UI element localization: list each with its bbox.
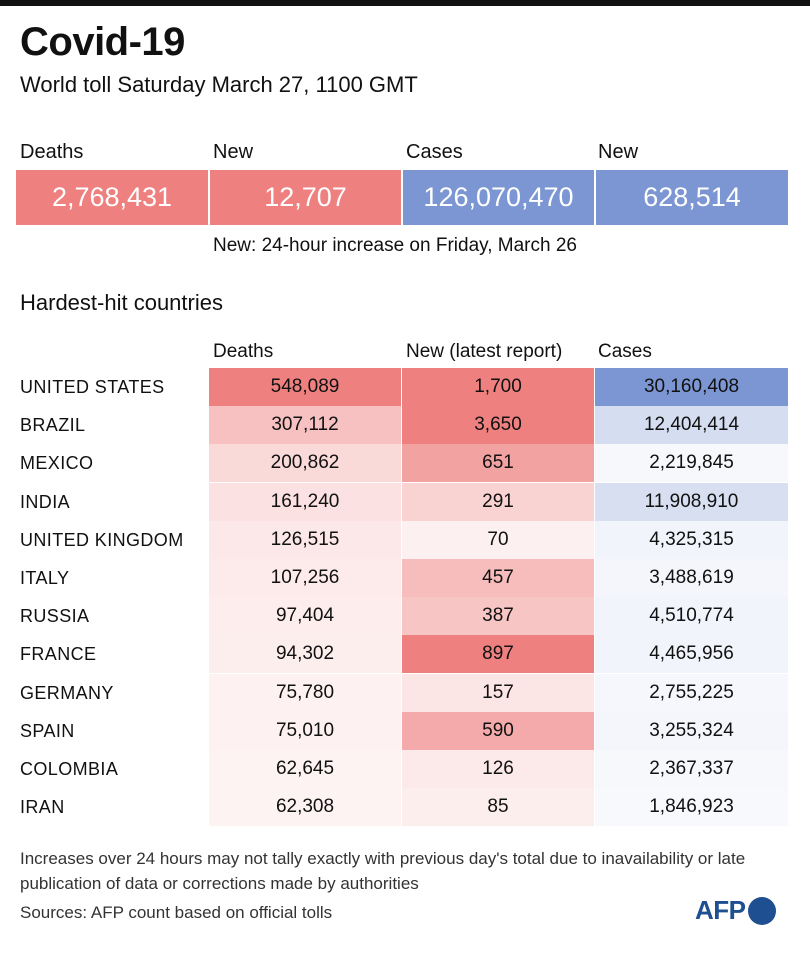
footnote: Increases over 24 hours may not tally ex… [20, 849, 746, 893]
cases-cell: 12,404,414 [595, 406, 788, 445]
afp-logo: AFP [695, 895, 776, 926]
deaths-total-box: 2,768,431 [16, 170, 208, 225]
new-cell: 590 [402, 711, 594, 750]
country-name: INDIA [20, 491, 71, 512]
sources-line: Sources: AFP count based on official tol… [20, 903, 333, 922]
cases-cell: 1,846,923 [595, 788, 788, 827]
deaths-cell: 161,240 [209, 482, 401, 521]
table-row: UNITED STATES 548,089 1,700 30,160,408 [0, 368, 810, 406]
country-name: GERMANY [20, 682, 114, 703]
new-deaths-box: 12,707 [210, 170, 401, 225]
table-row: MEXICO 200,862 651 2,219,845 [0, 444, 810, 483]
afp-logo-text: AFP [695, 895, 746, 925]
country-name: UNITED KINGDOM [20, 529, 184, 550]
deaths-cell: 97,404 [209, 597, 401, 636]
country-name: ITALY [20, 568, 70, 588]
new-cases-box: 628,514 [596, 170, 788, 225]
new-cell: 3,650 [402, 406, 594, 445]
page-title: Covid-19 [20, 20, 185, 64]
col-header-new: New (latest report) [406, 341, 563, 362]
new-cell: 70 [402, 520, 594, 559]
top-rule [0, 0, 810, 6]
afp-logo-dot-icon [747, 896, 776, 925]
new-cell: 457 [402, 559, 594, 597]
cases-total-box: 126,070,470 [403, 170, 594, 225]
deaths-cell: 107,256 [209, 559, 401, 597]
new-cell: 126 [402, 750, 594, 788]
cases-cell: 4,465,956 [595, 635, 788, 674]
deaths-cell: 126,515 [209, 520, 401, 559]
new-cell: 1,700 [402, 368, 594, 406]
country-name: MEXICO [20, 453, 94, 474]
new-cases-label: New [598, 141, 639, 163]
cases-cell: 30,160,408 [595, 368, 788, 406]
country-name: SPAIN [20, 720, 75, 741]
country-name: UNITED STATES [20, 377, 165, 397]
cases-cell: 4,510,774 [595, 597, 788, 636]
table-row: INDIA 161,240 291 11,908,910 [0, 482, 810, 521]
country-name: BRAZIL [20, 415, 86, 436]
deaths-cell: 62,308 [209, 788, 401, 827]
new-cell: 387 [402, 597, 594, 636]
col-header-cases: Cases [598, 341, 652, 362]
deaths-cell: 75,010 [209, 711, 401, 750]
country-name: FRANCE [20, 644, 97, 665]
page-subtitle: World toll Saturday March 27, 1100 GMT [20, 72, 418, 97]
cases-cell: 4,325,315 [595, 520, 788, 559]
new-cell: 291 [402, 482, 594, 521]
table-row: UNITED KINGDOM 126,515 70 4,325,315 [0, 520, 810, 559]
table-row: ITALY 107,256 457 3,488,619 [0, 559, 810, 597]
new-cell: 897 [402, 635, 594, 674]
country-name: RUSSIA [20, 606, 90, 627]
deaths-cell: 307,112 [209, 406, 401, 445]
new-cell: 651 [402, 444, 594, 483]
cases-cell: 11,908,910 [595, 482, 788, 521]
deaths-label: Deaths [20, 141, 84, 163]
table-row: RUSSIA 97,404 387 4,510,774 [0, 597, 810, 636]
table-row: COLOMBIA 62,645 126 2,367,337 [0, 750, 810, 788]
deaths-cell: 548,089 [209, 368, 401, 406]
deaths-cell: 94,302 [209, 635, 401, 674]
table-row: SPAIN 75,010 590 3,255,324 [0, 711, 810, 750]
deaths-cell: 62,645 [209, 750, 401, 788]
country-name: IRAN [20, 797, 65, 818]
new-cell: 85 [402, 788, 594, 827]
table-row: IRAN 62,308 85 1,846,923 [0, 788, 810, 827]
cases-cell: 2,219,845 [595, 444, 788, 483]
new-cell: 157 [402, 673, 594, 712]
deaths-cell: 200,862 [209, 444, 401, 483]
table-row: BRAZIL 307,112 3,650 12,404,414 [0, 406, 810, 445]
cases-label: Cases [406, 141, 463, 163]
new-deaths-label: New [213, 141, 254, 163]
deaths-cell: 75,780 [209, 673, 401, 712]
table-row: GERMANY 75,780 157 2,755,225 [0, 673, 810, 712]
new-definition-note: New: 24-hour increase on Friday, March 2… [213, 235, 577, 256]
cases-cell: 3,488,619 [595, 559, 788, 597]
cases-cell: 3,255,324 [595, 711, 788, 750]
col-header-deaths: Deaths [213, 341, 274, 362]
table-row: FRANCE 94,302 897 4,465,956 [0, 635, 810, 674]
table-title: Hardest-hit countries [20, 290, 223, 315]
cases-cell: 2,367,337 [595, 750, 788, 788]
country-name: COLOMBIA [20, 759, 119, 779]
cases-cell: 2,755,225 [595, 673, 788, 712]
